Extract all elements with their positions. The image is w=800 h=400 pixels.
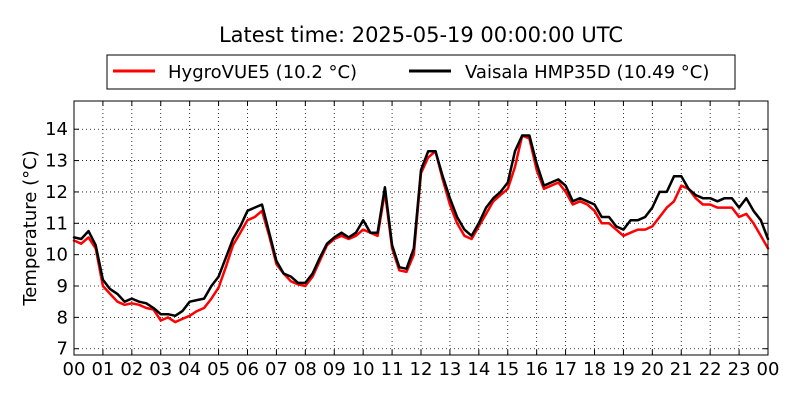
x-tick-label: 23: [728, 359, 751, 380]
x-tick-label: 09: [323, 359, 346, 380]
legend-label-vaisala: Vaisala HMP35D (10.49 °C): [465, 62, 709, 83]
x-tick-label: 22: [699, 359, 722, 380]
x-tick-label: 03: [149, 359, 172, 380]
legend-label-hygrovue5: HygroVUE5 (10.2 °C): [168, 62, 357, 83]
x-tick-label: 19: [612, 359, 635, 380]
x-tick-label: 01: [91, 359, 114, 380]
x-tick-label: 17: [554, 359, 577, 380]
x-tick-label: 08: [294, 359, 317, 380]
x-tick-label: 21: [670, 359, 693, 380]
x-tick-label: 15: [496, 359, 519, 380]
y-tick-label: 9: [57, 276, 68, 297]
x-tick-label: 20: [641, 359, 664, 380]
y-tick-label: 14: [45, 119, 68, 140]
y-tick-label: 7: [57, 339, 68, 360]
series-lines: [72, 134, 770, 324]
y-axis-label: Temperature (°C): [20, 150, 41, 306]
x-tick-label: 04: [178, 359, 201, 380]
x-tick-label: 10: [352, 359, 375, 380]
chart-title: Latest time: 2025-05-19 00:00:00 UTC: [219, 23, 623, 47]
x-tick-label: 13: [438, 359, 461, 380]
y-tick-label: 13: [45, 151, 68, 172]
grid-lines: [74, 101, 768, 355]
x-tick-label: 11: [381, 359, 404, 380]
y-tick-label: 12: [45, 182, 68, 203]
x-tick-label: 12: [410, 359, 433, 380]
x-tick-label: 07: [265, 359, 288, 380]
plot-frame: [73, 100, 769, 356]
x-tick-label: 02: [120, 359, 143, 380]
y-tick-label: 11: [45, 213, 68, 234]
y-tick-label: 10: [45, 245, 68, 266]
x-tick-label: 18: [583, 359, 606, 380]
x-tick-label: 00: [757, 359, 780, 380]
x-tick-label: 06: [236, 359, 259, 380]
legend: HygroVUE5 (10.2 °C) Vaisala HMP35D (10.4…: [106, 54, 736, 90]
x-tick-label: 16: [525, 359, 548, 380]
x-tick-label: 00: [63, 359, 86, 380]
y-tick-label: 8: [57, 307, 68, 328]
x-axis: 00 01 02 03 04 05 06 07 08 09 10 11 12 13 14 15 16 17 18 19…: [63, 101, 780, 380]
y-axis: 7 8 9 10 11 12 13 14: [45, 119, 768, 360]
x-tick-label: 14: [467, 359, 490, 380]
series-line-vaisala: [72, 134, 770, 318]
series-line-hygrovue5: [72, 134, 770, 324]
x-tick-label: 05: [207, 359, 230, 380]
